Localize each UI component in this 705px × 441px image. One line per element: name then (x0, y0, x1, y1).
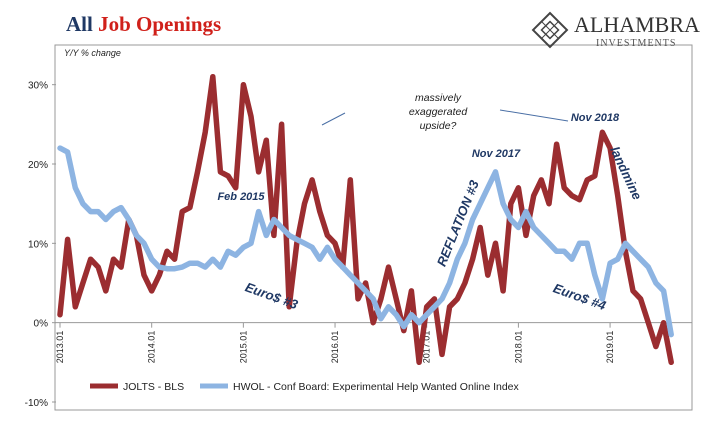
x-tick-label: 2016.01 (330, 331, 340, 364)
annotation: Nov 2018 (571, 112, 620, 124)
arrow (499, 109, 569, 122)
annotation-text: exaggerated (409, 106, 469, 118)
annotation-text: upside? (420, 120, 457, 132)
x-tick-label: 2014.01 (147, 331, 157, 364)
annotation: massively exaggerated upside? (409, 92, 469, 132)
x-tick-label: 2013.01 (55, 331, 65, 364)
annotation-text: Nov 2017 (472, 148, 521, 160)
annotation: Nov 2017 (472, 148, 521, 160)
annotation: Feb 2015 (217, 191, 265, 203)
x-tick-label: 2019.01 (605, 331, 615, 364)
title-part: All (66, 12, 93, 36)
y-tick-label: 0% (34, 319, 49, 330)
logo-mark (531, 11, 569, 49)
series-line (57, 145, 674, 338)
annotation-text: Nov 2018 (571, 112, 620, 124)
legend-label: HWOL - Conf Board: Experimental Help Wan… (233, 381, 520, 393)
chart-title: All Job Openings (66, 12, 221, 36)
y-tick-label: 10% (28, 239, 48, 250)
title-part: Job Openings (98, 12, 221, 36)
y-tick-label: 20% (28, 160, 48, 171)
arrow (321, 112, 346, 126)
annotation-text: Feb 2015 (217, 191, 265, 203)
logo-name: ALHAMBRA (574, 12, 700, 37)
y-axis-label: Y/Y % change (64, 48, 121, 58)
x-tick-label: 2018.01 (513, 331, 523, 364)
y-tick-label: -10% (25, 398, 48, 409)
logo: ALHAMBRA INVESTMENTS (531, 11, 700, 49)
y-tick-label: 30% (28, 81, 48, 92)
x-tick-label: 2015.01 (238, 331, 248, 364)
annotation-text: massively (415, 92, 462, 104)
x-tick-label: 2017.01 (422, 331, 432, 364)
plot-frame (54, 44, 693, 411)
logo-subtitle: INVESTMENTS (596, 38, 676, 49)
legend-label: JOLTS - BLS (123, 381, 184, 393)
